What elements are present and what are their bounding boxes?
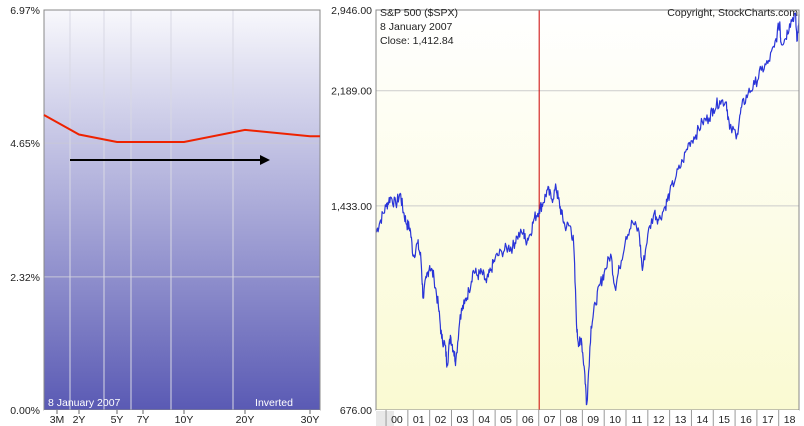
yield-x-tick-label: 5Y bbox=[111, 414, 124, 426]
spx-x-tick-label: 01 bbox=[413, 414, 425, 426]
spx-x-tick-label: 12 bbox=[653, 414, 665, 426]
spx-x-tick-label: 16 bbox=[740, 414, 752, 426]
spx-x-tick-label: 06 bbox=[522, 414, 534, 426]
spx-plot-background bbox=[376, 10, 799, 410]
yield-x-tick-label: 2Y bbox=[73, 414, 86, 426]
spx-x-tick-label: 05 bbox=[500, 414, 512, 426]
spx-y-tick-label: 2,946.00 bbox=[331, 5, 372, 17]
spx-title: S&P 500 ($SPX) bbox=[380, 7, 458, 19]
copyright-label: Copyright, StockCharts.com bbox=[667, 7, 798, 19]
spx-y-axis: 676.00 1,433.00 2,189.00 2,946.00 bbox=[331, 5, 372, 417]
spx-x-tick-label: 07 bbox=[544, 414, 556, 426]
yield-x-tick-label: 7Y bbox=[137, 414, 150, 426]
yield-curve-line bbox=[43, 114, 320, 143]
yield-y-tick-label: 2.32% bbox=[10, 272, 40, 284]
spx-x-tick-label: 18 bbox=[784, 414, 796, 426]
spx-x-tick-label: 11 bbox=[631, 414, 642, 426]
spx-y-tick-label: 676.00 bbox=[340, 405, 372, 417]
yield-date-label: 8 January 2007 bbox=[48, 397, 121, 409]
yield-y-axis: 0.00% 2.32% 4.65% 6.97% bbox=[10, 5, 40, 417]
spx-x-tick-label: 08 bbox=[566, 414, 578, 426]
spx-date-label: 8 January 2007 bbox=[380, 21, 453, 33]
spx-x-tick-label: 00 bbox=[391, 414, 403, 426]
spx-close-label: Close: 1,412.84 bbox=[380, 35, 454, 47]
yield-curve-panel: 0.00% 2.32% 4.65% 6.97% 3M 2Y 5Y 7Y 10Y 20Y 30Y 8… bbox=[10, 5, 321, 426]
yield-x-tick-label: 20Y bbox=[236, 414, 255, 426]
spx-x-tick-label: 17 bbox=[762, 414, 774, 426]
yield-x-tick-label: 30Y bbox=[301, 414, 320, 426]
yield-x-axis: 3M 2Y 5Y 7Y 10Y 20Y 30Y bbox=[44, 410, 320, 426]
spx-price-line bbox=[375, 12, 800, 406]
yield-area-fill bbox=[44, 10, 320, 410]
spx-x-axis-band bbox=[376, 410, 799, 426]
spx-x-tick-label: 02 bbox=[435, 414, 447, 426]
yield-x-tick-label: 3M bbox=[50, 414, 65, 426]
spx-x-axis: 00 01 02 03 04 05 06 07 08 09 10 11 12 13 14 15 16 17 18 bbox=[376, 410, 799, 426]
spx-x-tick-label: 15 bbox=[718, 414, 730, 426]
spx-y-tick-label: 2,189.00 bbox=[331, 86, 372, 98]
spx-x-tick-label: 04 bbox=[478, 414, 490, 426]
yield-x-axis-band bbox=[44, 410, 320, 426]
spx-x-tick-label: 14 bbox=[697, 414, 709, 426]
spx-panel: 676.001,433.002,189.002,946.00 00 01 02 03 0… bbox=[331, 5, 800, 426]
spx-x-tick-label: 03 bbox=[457, 414, 469, 426]
yield-y-tick-label: 0.00% bbox=[10, 405, 40, 417]
yield-state-label: Inverted bbox=[255, 397, 293, 409]
yield-x-tick-label: 10Y bbox=[175, 414, 194, 426]
yield-y-tick-label: 6.97% bbox=[10, 5, 40, 17]
yield-y-tick-label: 4.65% bbox=[10, 138, 40, 150]
spx-x-axis-lead-cell bbox=[376, 411, 394, 426]
spx-x-tick-label: 10 bbox=[609, 414, 621, 426]
spx-y-tick-label: 1,433.00 bbox=[331, 201, 372, 213]
spx-x-tick-label: 09 bbox=[587, 414, 599, 426]
spx-x-tick-label: 13 bbox=[675, 414, 687, 426]
